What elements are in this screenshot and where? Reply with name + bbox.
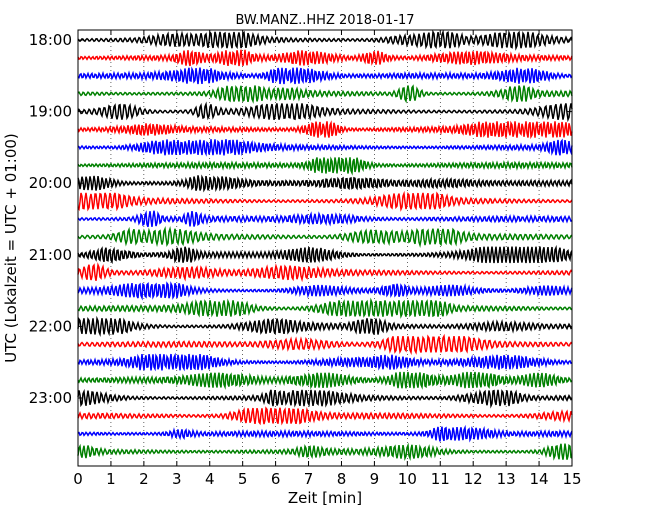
seismogram-trace — [77, 352, 573, 372]
chart-title: BW.MANZ..HHZ 2018-01-17 — [235, 13, 414, 28]
grid-lines — [110, 30, 540, 466]
x-tick-label: 4 — [205, 470, 215, 488]
seismogram-trace — [77, 225, 573, 248]
x-tick-label: 10 — [398, 470, 417, 488]
x-axis-label: Zeit [min] — [288, 489, 362, 507]
seismogram-trace — [77, 101, 573, 123]
seismogram-trace — [77, 262, 573, 283]
seismogram-trace — [77, 442, 573, 462]
x-tick-label: 2 — [139, 470, 149, 488]
seismogram-trace — [77, 49, 573, 67]
seismogram-trace — [77, 315, 573, 337]
seismogram-trace — [77, 424, 573, 443]
y-tick-label: 19:00 — [29, 103, 72, 121]
x-tick-label: 8 — [337, 470, 347, 488]
seismogram-trace — [77, 210, 573, 228]
seismogram-trace — [77, 190, 573, 212]
seismogram-trace — [77, 388, 573, 409]
x-tick-label: 5 — [238, 470, 248, 488]
y-tick-label: 22:00 — [29, 317, 72, 335]
x-tick-label: 15 — [562, 470, 581, 488]
seismogram-trace — [77, 84, 573, 104]
x-tick-label: 12 — [464, 470, 483, 488]
y-axis-ticks: 18:00 19:00 20:00 21:00 22:00 23:00 — [29, 31, 572, 407]
seismogram-trace — [77, 120, 573, 140]
y-tick-label: 23:00 — [29, 389, 72, 407]
y-tick-label: 21:00 — [29, 246, 72, 264]
seismogram-trace — [77, 66, 573, 85]
seismogram-trace — [77, 244, 573, 265]
y-axis-label: UTC (Lokalzeit = UTC + 01:00) — [2, 133, 20, 363]
plot-frame — [77, 29, 573, 467]
x-tick-label: 9 — [370, 470, 380, 488]
x-tick-label: 1 — [106, 470, 116, 488]
seismogram-trace — [77, 333, 573, 356]
seismogram-trace — [77, 174, 573, 193]
seismogram-trace — [77, 371, 573, 390]
x-tick-label: 6 — [271, 470, 281, 488]
x-tick-label: 3 — [172, 470, 182, 488]
seismogram-traces — [77, 29, 573, 462]
seismogram-trace — [77, 281, 573, 301]
x-tick-label: 7 — [304, 470, 314, 488]
seismogram-trace — [77, 138, 573, 157]
y-tick-label: 18:00 — [29, 31, 72, 49]
x-tick-label: 13 — [497, 470, 516, 488]
x-tick-label: 11 — [431, 470, 450, 488]
x-tick-label: 0 — [73, 470, 83, 488]
seismogram-trace — [77, 406, 573, 426]
y-tick-label: 20:00 — [29, 174, 72, 192]
seismogram-trace — [77, 29, 573, 51]
x-axis-ticks: 0 1 2 3 4 5 6 7 8 9 10 11 12 13 14 15 — [73, 30, 582, 488]
x-tick-label: 14 — [530, 470, 549, 488]
seismogram-trace — [77, 156, 573, 176]
seismogram-trace — [77, 297, 573, 319]
